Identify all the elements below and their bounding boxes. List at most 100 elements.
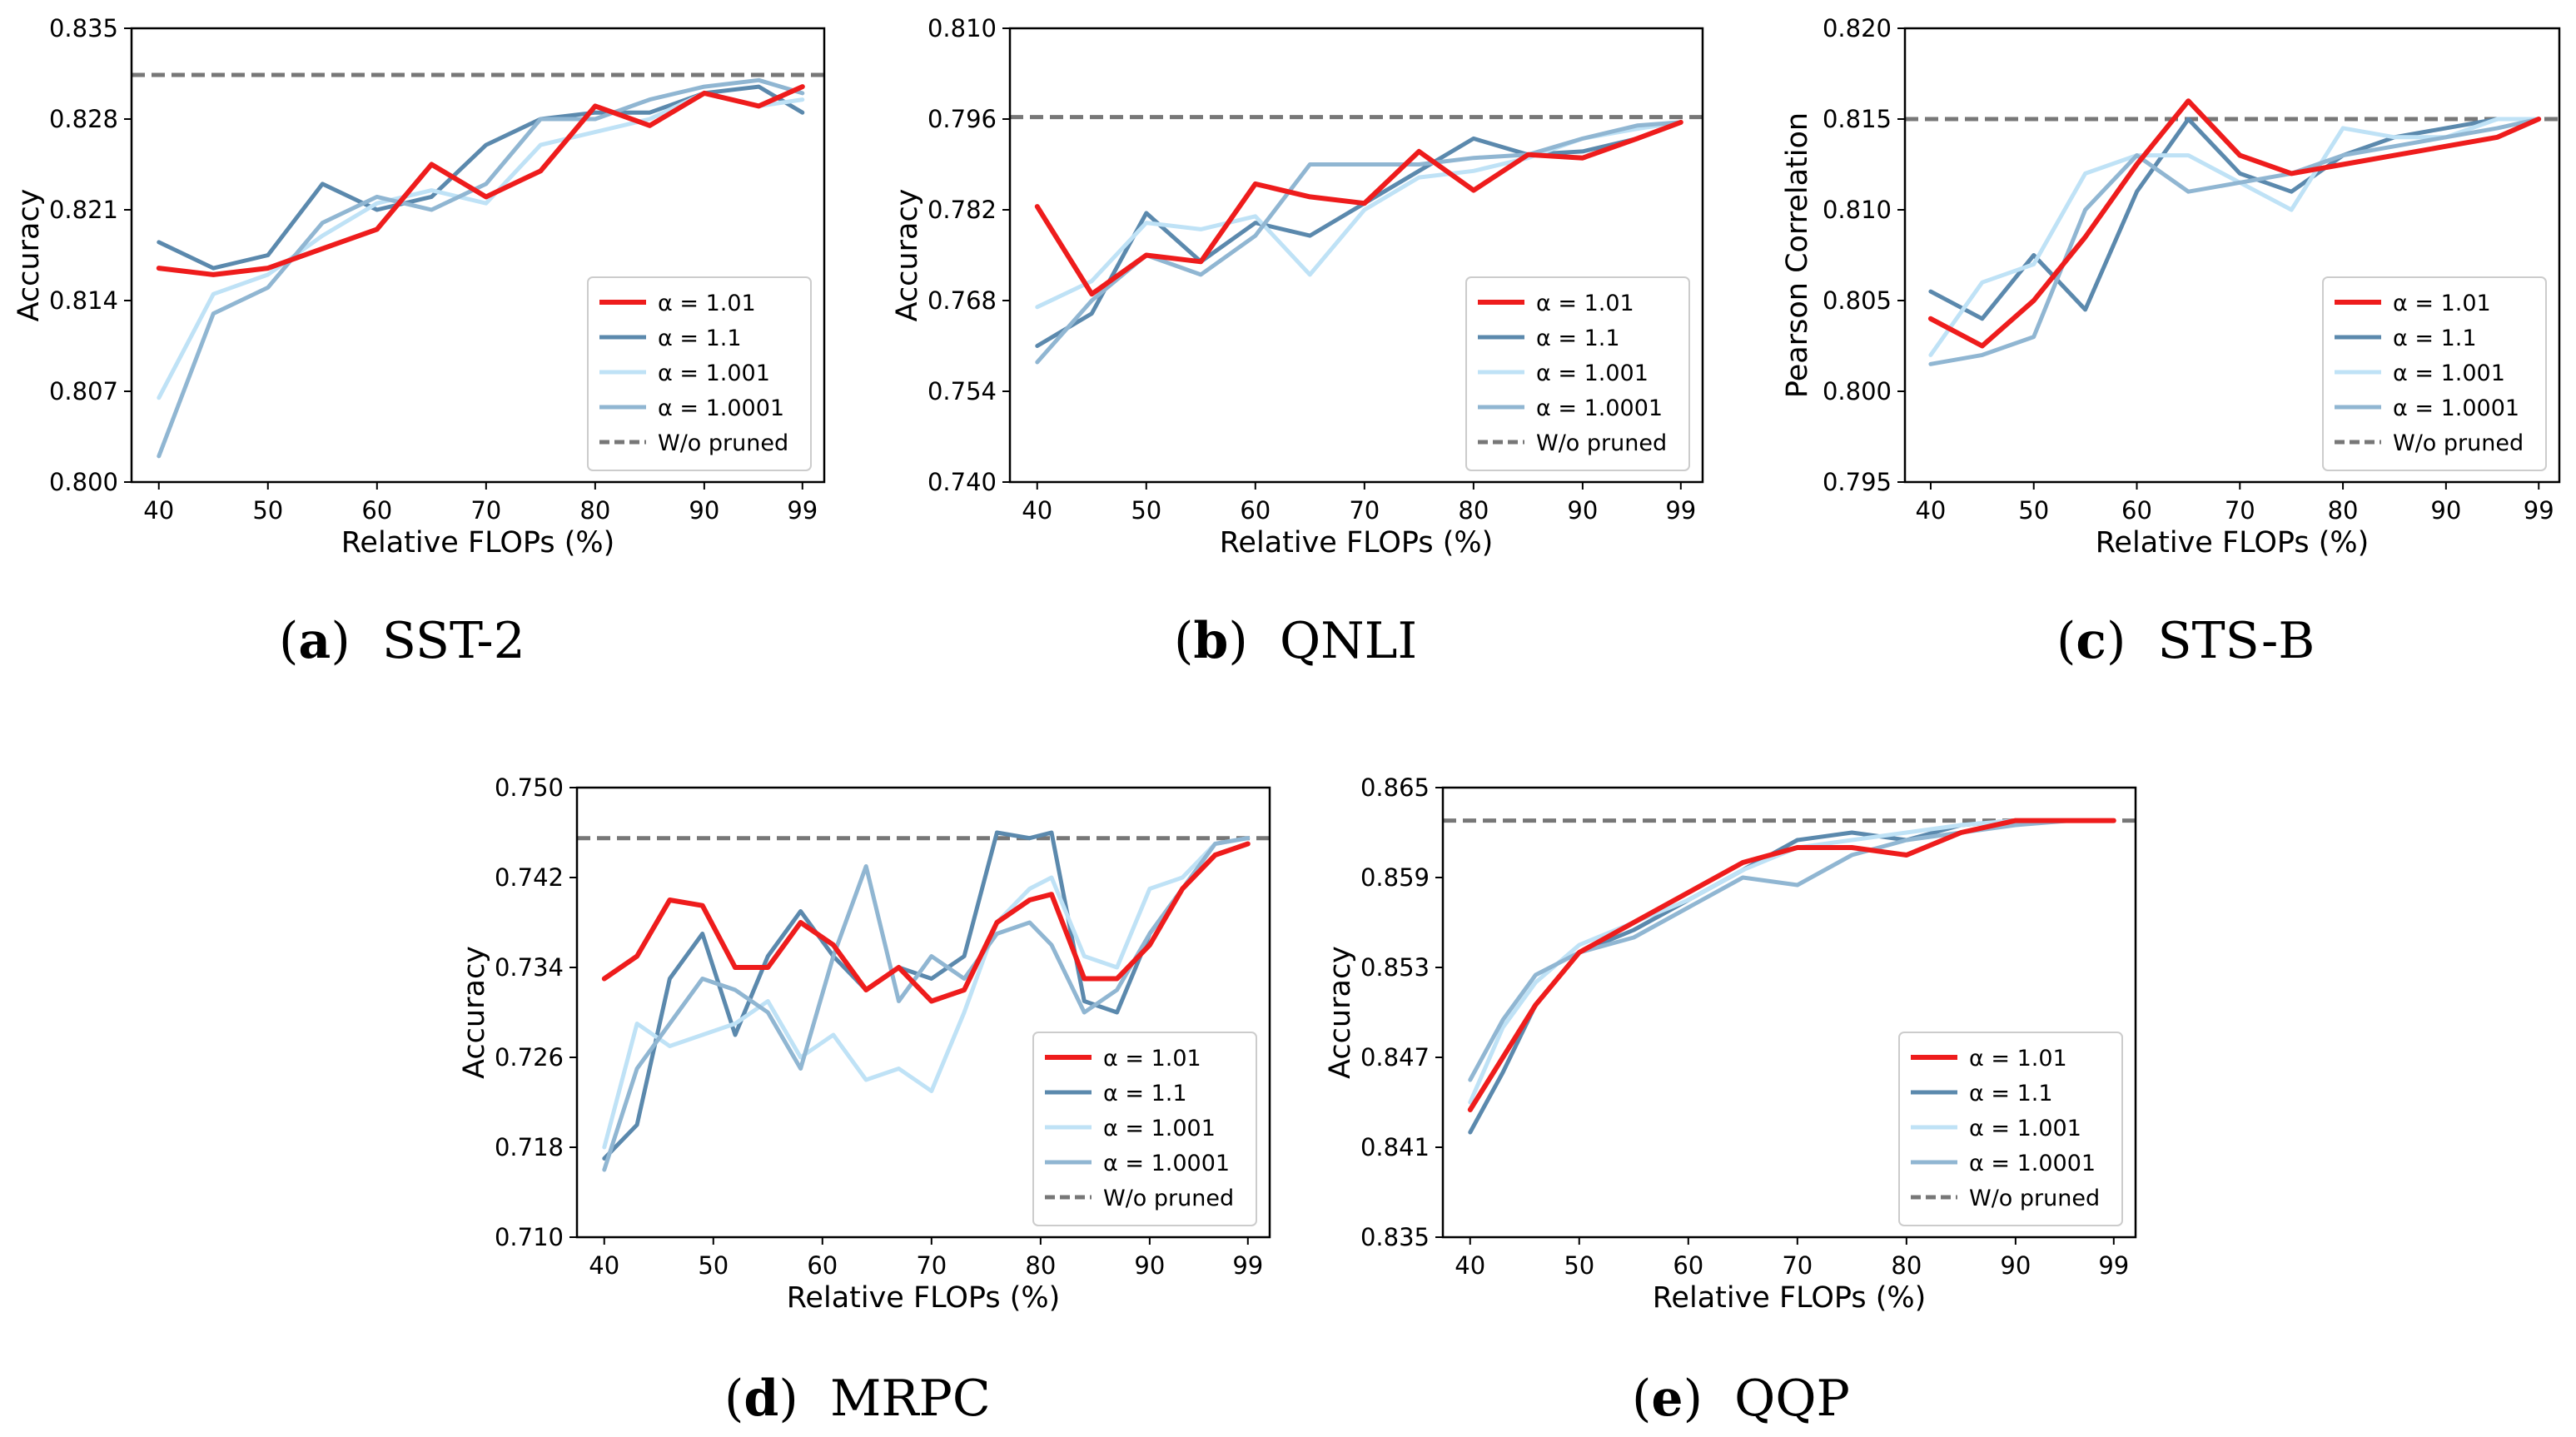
legend-label: α = 1.0001 — [1536, 395, 1663, 421]
x-tick-label: 80 — [1891, 1251, 1922, 1280]
caption-text-d: MRPC — [829, 1370, 991, 1428]
y-tick-label: 0.828 — [49, 105, 118, 133]
x-tick-label: 99 — [2524, 496, 2554, 525]
y-tick-label: 0.782 — [927, 196, 997, 224]
legend-label: α = 1.01 — [1103, 1046, 1201, 1072]
x-tick-label: 40 — [1022, 496, 1052, 525]
series-line — [156, 84, 805, 277]
x-tick-label: 70 — [1349, 496, 1380, 525]
legend-label: α = 1.001 — [658, 360, 770, 386]
y-tick-label: 0.814 — [49, 286, 118, 315]
series-line — [601, 841, 1251, 1004]
legend: α = 1.01 α = 1.1 α = 1.001 α = 1.0001 W/o pr… — [1032, 1032, 1257, 1226]
legend-label: α = 1.01 — [2393, 291, 2491, 316]
series-group — [156, 77, 805, 459]
x-tick-label: 60 — [2121, 496, 2152, 525]
series-line — [602, 830, 1251, 1161]
y-tick-label: 0.742 — [495, 863, 564, 892]
x-tick-label: 70 — [470, 496, 501, 525]
legend-label: α = 1.1 — [1969, 1081, 2053, 1106]
x-tick-label: 50 — [1564, 1251, 1594, 1280]
legend-label: α = 1.001 — [2393, 360, 2505, 386]
caption-letter-d: d — [743, 1370, 779, 1428]
x-tick-label: 99 — [2098, 1251, 2129, 1280]
x-axis-label: Relative FLOPs (%) — [1653, 1281, 1927, 1315]
series-group — [601, 830, 1251, 1172]
y-tick-label: 0.835 — [49, 14, 118, 42]
x-tick-label: 70 — [916, 1251, 947, 1280]
caption-text-a: SST-2 — [381, 612, 525, 670]
x-tick-label: 70 — [1782, 1251, 1813, 1280]
legend: α = 1.01 α = 1.1 α = 1.001 α = 1.0001 W/o pr… — [587, 276, 812, 471]
y-tick-label: 0.795 — [1823, 468, 1892, 496]
x-tick-label: 99 — [1232, 1251, 1263, 1280]
legend-label: α = 1.01 — [658, 291, 756, 316]
x-tick-label: 80 — [2328, 496, 2359, 525]
caption-letter-e: e — [1651, 1370, 1683, 1428]
y-tick-label: 0.810 — [1823, 196, 1892, 224]
y-tick-label: 0.835 — [1360, 1223, 1430, 1251]
chart-panel-c: 0.795 0.800 0.805 0.810 0.815 0.820 40 50 60 70 80… — [1723, 0, 2576, 670]
y-tick-label: 0.734 — [495, 953, 564, 982]
x-tick-label: 50 — [698, 1251, 729, 1280]
series-line — [602, 836, 1251, 1172]
y-tick-label: 0.796 — [927, 105, 997, 133]
x-tick-label: 60 — [361, 496, 392, 525]
legend-label: α = 1.0001 — [1969, 1151, 2096, 1176]
x-tick-label: 99 — [1665, 496, 1696, 525]
y-tick-label: 0.805 — [1823, 286, 1892, 315]
chart-svg-a: 0.800 0.807 0.814 0.821 0.828 0.835 40 50 60 70 80… — [12, 14, 826, 559]
legend-label-baseline: W/o pruned — [1103, 1186, 1234, 1211]
x-tick-label: 40 — [1915, 496, 1946, 525]
y-tick-label: 0.841 — [1360, 1133, 1430, 1161]
y-tick-label: 0.800 — [49, 468, 118, 496]
legend-label: α = 1.1 — [1103, 1081, 1187, 1106]
legend-label: α = 1.0001 — [2393, 395, 2519, 421]
series-line — [1927, 98, 2542, 349]
x-tick-label: 40 — [1455, 1251, 1485, 1280]
legend-box — [587, 276, 812, 471]
series-line — [1034, 119, 1683, 297]
y-tick-label: 0.807 — [49, 377, 118, 405]
legend-box — [1032, 1032, 1257, 1226]
legend-label: α = 1.01 — [1536, 291, 1634, 316]
x-tick-label: 90 — [1134, 1251, 1165, 1280]
x-tick-label: 70 — [2225, 496, 2255, 525]
series-group — [1927, 98, 2542, 366]
y-tick-label: 0.810 — [927, 14, 997, 42]
y-tick-label: 0.800 — [1823, 377, 1892, 405]
y-tick-label: 0.815 — [1823, 105, 1892, 133]
y-tick-label: 0.750 — [495, 773, 564, 802]
x-tick-label: 80 — [1458, 496, 1489, 525]
y-axis-label: Pearson Correlation — [1781, 112, 1814, 398]
y-tick-label: 0.821 — [49, 196, 118, 224]
legend-label: α = 1.001 — [1969, 1116, 2081, 1141]
y-axis-label: Accuracy — [458, 946, 491, 1079]
legend-label: α = 1.1 — [2393, 326, 2477, 351]
x-axis-label: Relative FLOPs (%) — [2096, 526, 2370, 559]
chart-panel-a: 0.800 0.807 0.814 0.821 0.828 0.835 40 50 60 70 80… — [0, 0, 866, 670]
legend-label: α = 1.01 — [1969, 1046, 2067, 1072]
legend-label: α = 1.1 — [1536, 326, 1620, 351]
legend-label: α = 1.0001 — [1103, 1151, 1230, 1176]
x-tick-label: 80 — [1025, 1251, 1056, 1280]
caption-c: (c) STS-B — [2056, 612, 2315, 670]
series-line — [157, 77, 805, 459]
chart-svg-e: 0.835 0.841 0.847 0.853 0.859 0.865 40 50 60 70 80… — [1324, 773, 2137, 1315]
chart-svg-b: 0.740 0.754 0.768 0.782 0.796 0.810 40 50 60 70 80… — [891, 14, 1704, 559]
y-tick-label: 0.726 — [495, 1043, 564, 1072]
legend-label: α = 1.1 — [658, 326, 742, 351]
x-tick-label: 40 — [589, 1251, 619, 1280]
y-tick-label: 0.820 — [1823, 14, 1892, 42]
y-tick-label: 0.740 — [927, 468, 997, 496]
x-tick-label: 90 — [1567, 496, 1598, 525]
x-tick-label: 90 — [2000, 1251, 2031, 1280]
x-tick-label: 50 — [252, 496, 283, 525]
legend-label-baseline: W/o pruned — [1969, 1186, 2100, 1211]
series-group — [1034, 119, 1683, 365]
caption-b: (b) QNLI — [1174, 612, 1418, 670]
x-axis-label: Relative FLOPs (%) — [787, 1281, 1061, 1315]
x-tick-label: 50 — [2018, 496, 2049, 525]
legend-box — [2322, 276, 2547, 471]
series-group — [1467, 818, 2116, 1135]
